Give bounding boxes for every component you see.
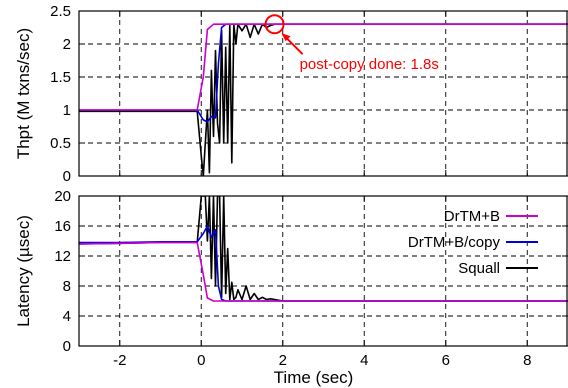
throughput-panel: 0 0.5 1 1.5 2 2.5 Thpt (M txns/sec) post-copy d… [14,3,568,185]
x-tick-label: 2 [279,352,287,369]
annotation-text: post-copy done: 1.8s [300,56,439,73]
series-group [79,196,568,302]
y-tick-label: 16 [54,218,71,235]
legend-label: DrTM+B/copy [408,234,501,251]
y-tick-label: 0 [63,168,71,185]
y-tick-label: 4 [63,308,71,325]
annotation-arrowhead [281,33,291,42]
y-tick-label: 1 [63,102,71,119]
x-axis-label: Time (sec) [274,368,354,387]
series-line-drtm-b [79,241,568,302]
y-axis-label: Latency (µsec) [14,215,33,327]
y-tick-label: 1.5 [50,69,71,86]
x-tick-label: 4 [360,352,368,369]
y-tick-label: 20 [54,188,71,205]
x-tick-label: 8 [523,352,531,369]
series-group [79,23,568,176]
plot-frame [78,195,568,347]
plot-frame [78,10,568,177]
latency-panel: 0 4 8 12 16 20 -2 0 2 4 6 8 Latency (µsec) Time (sec)… [14,188,568,387]
y-tick-label: 8 [63,278,71,295]
y-tick-label: 0 [63,338,71,355]
y-tick-label: 2.5 [50,3,71,20]
series-line-drtm-b [79,23,568,111]
annotation-circle [264,14,285,35]
x-tick-label: 6 [442,352,450,369]
x-tick-label: -2 [113,352,126,369]
legend-label: DrTM+B [444,208,500,225]
legend-label: Squall [458,260,500,277]
y-tick-label: 2 [63,36,71,53]
y-axis-label: Thpt (M txns/sec) [14,28,33,159]
y-tick-label: 0.5 [50,135,71,152]
series-line-squall [79,23,568,176]
y-tick-label: 12 [54,248,71,265]
x-tick-label: 0 [197,352,205,369]
